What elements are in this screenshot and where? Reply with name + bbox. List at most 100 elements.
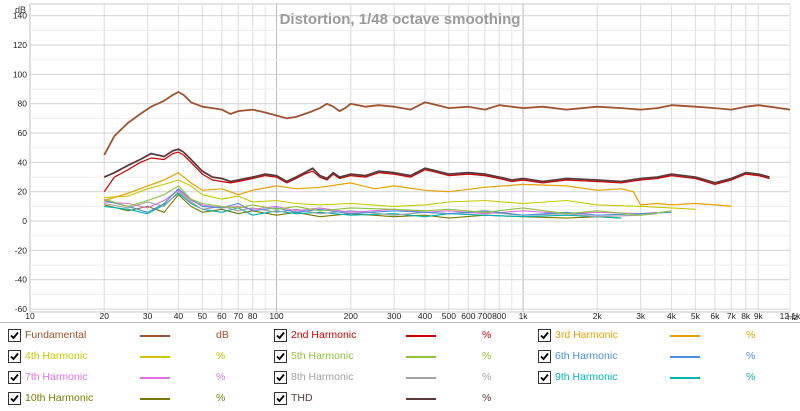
x-tick-label: 800	[492, 311, 506, 321]
x-tick-label: 400	[418, 311, 432, 321]
legend-unit-fundamental: dB	[216, 329, 229, 341]
x-tick-label: 80	[248, 311, 258, 321]
legend-label-2nd-harmonic: 2nd Harmonic	[291, 329, 357, 341]
x-tick-label: 300	[387, 311, 401, 321]
legend-item-2nd-harmonic: 2nd Harmonic%	[266, 325, 528, 347]
legend-item-fundamental: Fundamental dB	[0, 325, 262, 347]
series-5th-harmonic	[104, 185, 672, 216]
x-tick-label: 7k	[727, 311, 737, 321]
legend-unit-3rd-harmonic: %	[746, 329, 756, 341]
legend-unit-7th-harmonic: %	[216, 371, 226, 383]
legend-label-3rd-harmonic: 3rd Harmonic	[555, 329, 619, 341]
x-tick-label: 200	[344, 311, 358, 321]
x-tick-label: 60	[217, 311, 227, 321]
checkbox-5th-harmonic[interactable]	[274, 350, 287, 363]
x-tick-label: 600	[461, 311, 475, 321]
x-tick-label: 40	[174, 311, 184, 321]
legend-swatch-7th-harmonic	[140, 377, 170, 379]
series-thd	[103, 148, 770, 184]
y-tick-label: 20	[18, 187, 28, 197]
x-tick-label: 4k	[667, 311, 677, 321]
series-6th-harmonic	[104, 188, 672, 216]
checkbox-3rd-harmonic[interactable]	[538, 329, 551, 342]
x-tick-label: 5k	[691, 311, 701, 321]
series-3rd-harmonic	[104, 172, 732, 207]
x-tick-label: 1k	[519, 311, 529, 321]
checkbox-2nd-harmonic[interactable]	[274, 329, 287, 342]
y-unit-label: dB	[15, 5, 26, 15]
legend-label-9th-harmonic: 9th Harmonic	[555, 371, 618, 383]
legend-label-thd: THD	[291, 392, 313, 404]
distortion-chart: 10 20 30 40 50 60 70 80 100 200 300 400 500 600 700 800…	[13, 3, 800, 322]
legend-item-4th-harmonic: 4th Harmonic%	[0, 346, 262, 368]
legend-label-4th-harmonic: 4th Harmonic	[25, 350, 88, 362]
legend-item-6th-harmonic: 6th Harmonic%	[530, 346, 792, 368]
legend-swatch-3rd-harmonic	[670, 335, 700, 337]
legend-swatch-5th-harmonic	[406, 356, 436, 358]
x-tick-label: 10	[25, 311, 35, 321]
legend-unit-thd: %	[482, 392, 492, 404]
legend-panel: Fundamental dB 2nd Harmonic% 3rd Harmonic% 4…	[0, 322, 800, 411]
checkbox-7th-harmonic[interactable]	[8, 371, 21, 384]
y-tick-label: 80	[18, 99, 28, 109]
legend-row: 4th Harmonic% 5th Harmonic% 6th Harmonic%	[0, 346, 800, 368]
x-tick-label: 50	[198, 311, 208, 321]
x-unit-label: Hz	[787, 312, 798, 322]
x-tick-labels: 10 20 30 40 50 60 70 80 100 200 300 400 500 600 700 800…	[25, 311, 800, 321]
y-tick-label: 140	[13, 11, 27, 21]
x-tick-label: 9k	[754, 311, 764, 321]
x-tick-label: 500	[442, 311, 456, 321]
legend-item-10th-harmonic: 10th Harmonic%	[0, 388, 262, 410]
legend-label-5th-harmonic: 5th Harmonic	[291, 350, 354, 362]
checkbox-4th-harmonic[interactable]	[8, 350, 21, 363]
legend-swatch-fundamental	[140, 335, 170, 337]
legend-item-thd: THD%	[266, 388, 528, 410]
checkbox-thd[interactable]	[274, 392, 287, 405]
x-tick-label: 3k	[636, 311, 646, 321]
x-tick-label: 12.1k	[780, 311, 800, 321]
legend-item-7th-harmonic: 7th Harmonic%	[0, 367, 262, 389]
legend-item-8th-harmonic: 8th Harmonic%	[266, 367, 528, 389]
y-tick-label: -60	[15, 304, 28, 314]
legend-row: 7th Harmonic% 8th Harmonic% 9th Harmonic%	[0, 367, 800, 389]
legend-unit-9th-harmonic: %	[746, 371, 756, 383]
legend-item-5th-harmonic: 5th Harmonic%	[266, 346, 528, 368]
y-tick-label: 120	[13, 40, 27, 50]
legend-unit-8th-harmonic: %	[482, 371, 492, 383]
legend-swatch-8th-harmonic	[406, 377, 436, 379]
series-lines	[103, 91, 791, 219]
legend-label-6th-harmonic: 6th Harmonic	[555, 350, 618, 362]
legend-unit-4th-harmonic: %	[216, 350, 226, 362]
checkbox-8th-harmonic[interactable]	[274, 371, 287, 384]
legend-item-9th-harmonic: 9th Harmonic%	[530, 367, 792, 389]
legend-label-8th-harmonic: 8th Harmonic	[291, 371, 354, 383]
legend-unit-2nd-harmonic: %	[482, 329, 492, 341]
legend-swatch-4th-harmonic	[140, 356, 170, 358]
legend-row: Fundamental dB 2nd Harmonic% 3rd Harmonic%	[0, 325, 800, 347]
y-tick-label: -40	[15, 275, 28, 285]
checkbox-6th-harmonic[interactable]	[538, 350, 551, 363]
legend-row: 10th Harmonic% THD%	[0, 388, 800, 410]
grid-lines	[29, 4, 791, 312]
checkbox-fundamental[interactable]	[8, 329, 21, 342]
legend-label-7th-harmonic: 7th Harmonic	[25, 371, 88, 383]
y-tick-label: 100	[13, 69, 27, 79]
chart-title: Distortion, 1/48 octave smoothing	[280, 11, 521, 28]
x-tick-label: 2k	[593, 311, 603, 321]
y-tick-label: -20	[15, 245, 28, 255]
plot-area	[29, 3, 791, 313]
x-tick-label: 700	[478, 311, 492, 321]
y-tick-label: 60	[18, 128, 28, 138]
x-tick-label: 6k	[710, 311, 720, 321]
y-tick-label: 0	[22, 216, 27, 226]
checkbox-10th-harmonic[interactable]	[8, 392, 21, 405]
legend-swatch-thd	[406, 398, 436, 400]
legend-unit-10th-harmonic: %	[216, 392, 226, 404]
legend-swatch-6th-harmonic	[670, 356, 700, 358]
legend-unit-6th-harmonic: %	[746, 350, 756, 362]
checkbox-9th-harmonic[interactable]	[538, 371, 551, 384]
series-4th-harmonic	[104, 179, 696, 210]
legend-swatch-2nd-harmonic	[406, 335, 436, 337]
x-tick-label: 8k	[741, 311, 751, 321]
x-tick-label: 30	[143, 311, 153, 321]
